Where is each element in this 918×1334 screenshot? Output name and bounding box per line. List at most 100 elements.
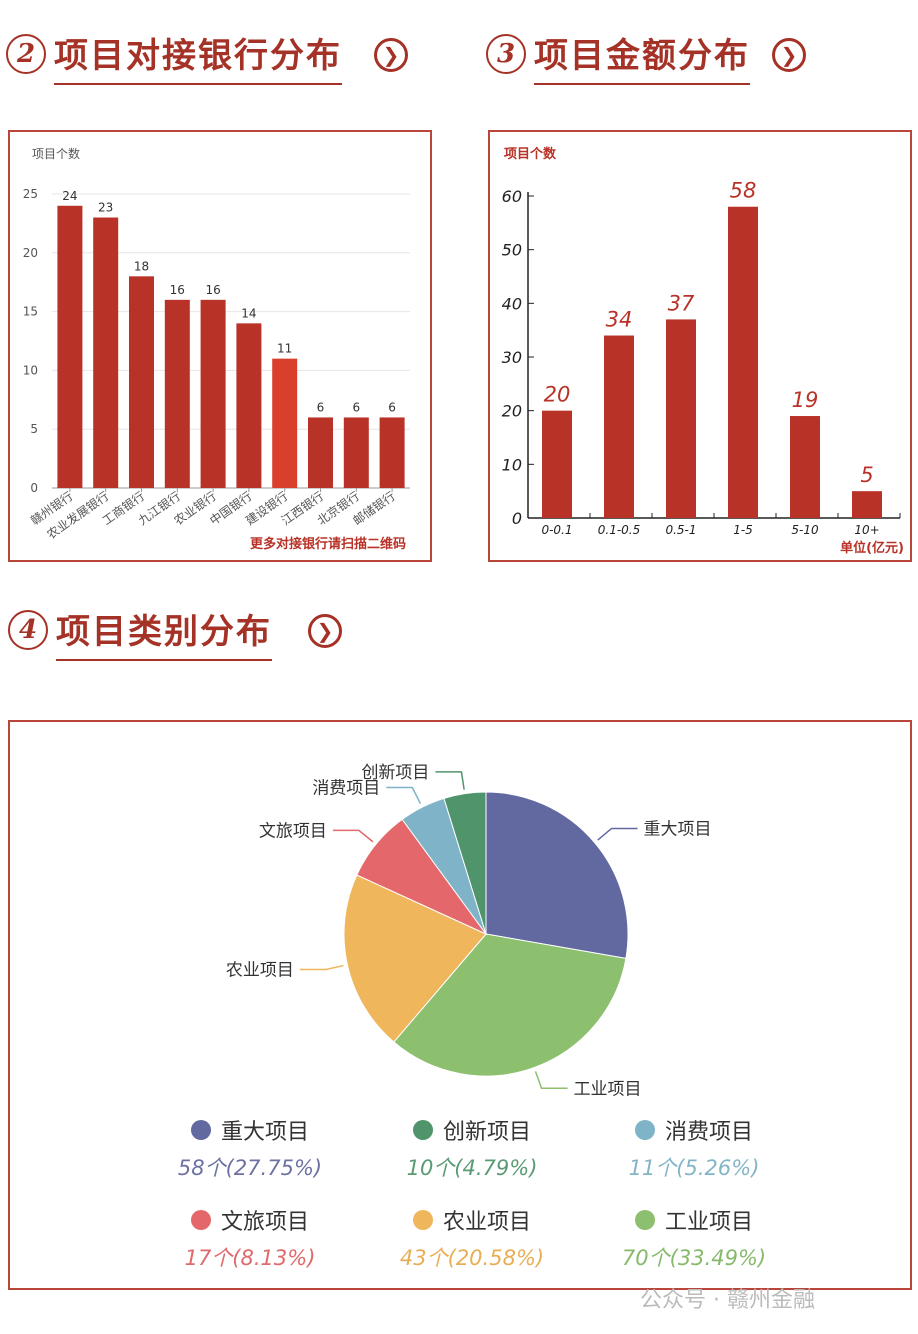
y-tick-label: 10: [23, 363, 38, 377]
pie-slice: [485, 791, 629, 960]
data-label: 6: [388, 400, 396, 414]
bar: [200, 299, 226, 488]
leader-line: [299, 964, 344, 971]
data-label: 6: [352, 400, 360, 414]
y-tick-label: 50: [502, 241, 522, 260]
slice-label: 文旅项目: [259, 821, 327, 841]
y-axis-label: 项目个数: [504, 146, 557, 162]
legend-item: 消费项目 11个(5.26%): [594, 1114, 794, 1182]
pie-slice: [393, 933, 627, 1077]
legend-swatch-icon: [190, 1210, 211, 1230]
slice-label: 创新项目: [361, 763, 429, 783]
legend-swatch-icon: [634, 1210, 655, 1230]
data-label: 20: [544, 383, 571, 407]
data-label: 37: [668, 291, 695, 315]
section-title-amount: 3 项目金额分布 ❯: [486, 28, 816, 88]
bar: [308, 417, 333, 488]
y-axis-label: 项目个数: [32, 146, 80, 161]
legend-item: 工业项目 70个(33.49%): [594, 1204, 794, 1272]
y-tick-label: 20: [502, 402, 522, 421]
y-tick-label: 60: [502, 187, 522, 206]
bar: [272, 358, 298, 488]
data-label: 34: [606, 308, 633, 332]
data-label: 23: [98, 201, 113, 215]
pie-slice: [443, 791, 487, 935]
legend-swatch-icon: [412, 1210, 433, 1230]
bar: [93, 217, 119, 488]
legend-value: 70个(33.49%): [621, 1246, 767, 1270]
legend-swatch-icon: [634, 1120, 655, 1140]
legend-item: 文旅项目 17个(8.13%): [150, 1204, 350, 1272]
data-label: 16: [170, 283, 185, 297]
data-label: 16: [205, 283, 220, 297]
y-tick-label: 30: [502, 348, 522, 367]
legend-label: 文旅项目: [220, 1210, 309, 1235]
legend-label: 重大项目: [220, 1120, 309, 1145]
bar: [129, 276, 154, 488]
bar: [343, 417, 369, 488]
slice-label: 农业项目: [226, 960, 294, 980]
amount-bar-chart: 项目个数 0 10 20 30 40 50 60 20 0-0.1 34 0.1-0.5 37 0.5-1…: [502, 146, 904, 556]
category-chart-panel: 重大项目 工业项目 农业项目 文旅项目 消费项目 创新项目 重大项目 58个(27.75%)…: [8, 720, 912, 1290]
x-axis-unit-label: 单位(亿元): [840, 540, 904, 556]
leader-line: [597, 827, 638, 841]
chart-footer-note: 更多对接银行请扫描二维码: [250, 536, 406, 552]
bar: [790, 416, 820, 518]
section-heading: 项目金额分布: [534, 28, 750, 85]
legend-value: 58个(27.75%): [177, 1156, 323, 1180]
section-number: 3: [486, 34, 526, 74]
bar: [852, 491, 882, 518]
legend-label: 农业项目: [442, 1210, 531, 1235]
bar: [542, 410, 572, 518]
bar: [666, 319, 696, 518]
chevron-right-icon: ❯: [374, 38, 408, 72]
bar: [236, 323, 262, 488]
data-label: 19: [792, 388, 819, 412]
y-tick-label: 20: [23, 246, 38, 260]
y-tick-label: 40: [502, 294, 522, 313]
x-tick-label: 0.5-1: [665, 523, 696, 537]
data-label: 14: [241, 306, 256, 320]
x-tick-label: 0-0.1: [541, 523, 572, 537]
pie-slice: [343, 874, 487, 1043]
legend-value: 17个(8.13%): [184, 1246, 316, 1270]
legend-value: 43个(20.58%): [399, 1246, 545, 1270]
data-label: 11: [277, 342, 292, 356]
bar: [728, 206, 758, 518]
legend-value: 10个(4.79%): [406, 1156, 538, 1180]
legend-swatch-icon: [190, 1120, 211, 1140]
x-tick-label: 5-10: [791, 523, 819, 537]
chevron-right-icon: ❯: [772, 38, 806, 72]
legend-label: 消费项目: [664, 1120, 753, 1145]
section-title-bank: 2 项目对接银行分布 ❯: [6, 28, 426, 88]
x-tick-label: 0.1-0.5: [598, 523, 641, 537]
leader-line: [332, 829, 374, 843]
y-tick-label: 15: [23, 305, 38, 319]
leader-line: [435, 771, 465, 790]
leader-line: [534, 1071, 568, 1090]
bar: [164, 299, 190, 488]
bar: [379, 417, 405, 488]
slice-label: 消费项目: [312, 778, 380, 798]
data-label: 18: [134, 259, 149, 273]
x-tick-label: 1-5: [733, 523, 753, 537]
legend-label: 创新项目: [442, 1120, 531, 1145]
y-tick-label: 5: [30, 422, 38, 436]
y-tick-label: 25: [23, 187, 38, 201]
section-number: 4: [8, 610, 48, 650]
y-tick-label: 0: [512, 509, 522, 528]
legend-item: 创新项目 10个(4.79%): [372, 1114, 572, 1182]
legend-item: 农业项目 43个(20.58%): [372, 1204, 572, 1272]
legend-value: 11个(5.26%): [628, 1156, 760, 1180]
legend-item: 重大项目 58个(27.75%): [150, 1114, 350, 1182]
amount-chart-panel: 项目个数 0 10 20 30 40 50 60 20 0-0.1 34 0.1-0.5 37 0.5-1…: [488, 130, 912, 562]
section-heading: 项目对接银行分布: [54, 28, 342, 85]
legend-label: 工业项目: [664, 1210, 753, 1235]
data-label: 58: [730, 179, 757, 203]
y-tick-label: 0: [30, 481, 38, 495]
section-heading: 项目类别分布: [56, 604, 272, 661]
watermark: 公众号 · 赣州金融: [640, 1288, 815, 1313]
y-tick-label: 10: [502, 455, 522, 474]
